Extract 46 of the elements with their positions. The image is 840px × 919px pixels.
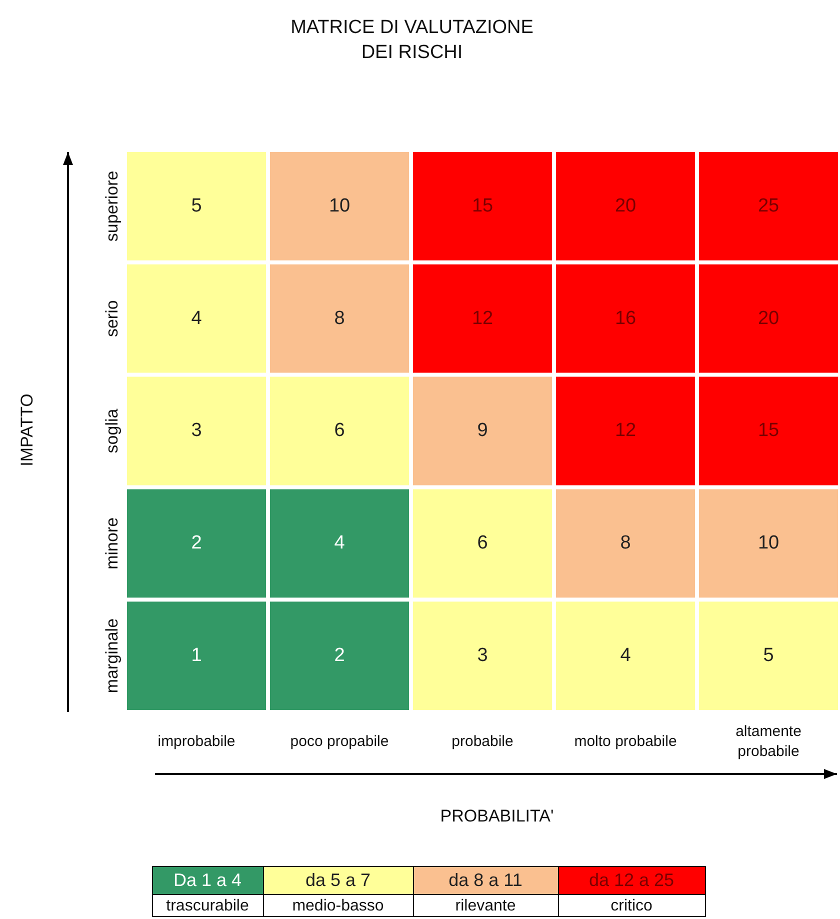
data-label: 15 xyxy=(472,195,494,216)
data-label: 8 xyxy=(620,532,631,554)
text: da 5 a 7 xyxy=(305,870,371,890)
data-label: 20 xyxy=(758,308,780,329)
text: medio-basso xyxy=(292,897,384,914)
data-label: 4 xyxy=(334,532,346,554)
y-tick-label: marginale xyxy=(102,618,122,694)
text: critico xyxy=(610,897,652,914)
text: da 12 a 25 xyxy=(588,870,674,890)
text: da 8 a 11 xyxy=(448,870,522,890)
data-label: 5 xyxy=(763,645,774,666)
data-label: 10 xyxy=(758,532,780,554)
x-tick-label: improbabile xyxy=(158,733,236,750)
data-label: 4 xyxy=(191,308,202,329)
y-tick-label: serio xyxy=(102,300,122,338)
data-label: 2 xyxy=(191,532,202,554)
data-label: 2 xyxy=(334,645,345,666)
data-label: 3 xyxy=(477,645,488,666)
data-label: 1 xyxy=(191,645,202,666)
data-label: 3 xyxy=(191,420,202,442)
x-axis-title: PROBABILITA' xyxy=(440,806,554,826)
y-tick-label: minore xyxy=(102,517,122,570)
data-label: 20 xyxy=(614,195,636,216)
x-tick-label: probabile xyxy=(452,733,514,750)
y-tick-label: superiore xyxy=(102,170,122,242)
data-label: 8 xyxy=(334,308,345,329)
data-label: 15 xyxy=(758,420,780,442)
y-tick-label: soglia xyxy=(102,408,122,454)
text: rilevante xyxy=(455,897,516,914)
data-label: 12 xyxy=(472,308,494,329)
data-label: 6 xyxy=(477,532,488,554)
data-label: 5 xyxy=(191,195,202,216)
data-label: 16 xyxy=(614,308,636,329)
data-label: 6 xyxy=(334,420,345,442)
x-tick-label: molto probabile xyxy=(574,733,677,750)
y-axis-title: IMPATTO xyxy=(18,394,37,466)
data-label: 12 xyxy=(614,420,636,442)
text: Da 1 a 4 xyxy=(173,870,242,890)
data-label: 9 xyxy=(477,420,488,442)
chart-title: MATRICE DI VALUTAZIONE DEI RISCHI xyxy=(290,17,534,64)
data-label: 25 xyxy=(758,195,780,216)
data-label: 4 xyxy=(620,645,632,666)
data-label: 10 xyxy=(328,195,350,216)
text: trascurabile xyxy=(166,897,249,914)
x-tick-label: altamente probabile xyxy=(736,723,802,760)
x-tick-label: poco propabile xyxy=(290,733,389,750)
